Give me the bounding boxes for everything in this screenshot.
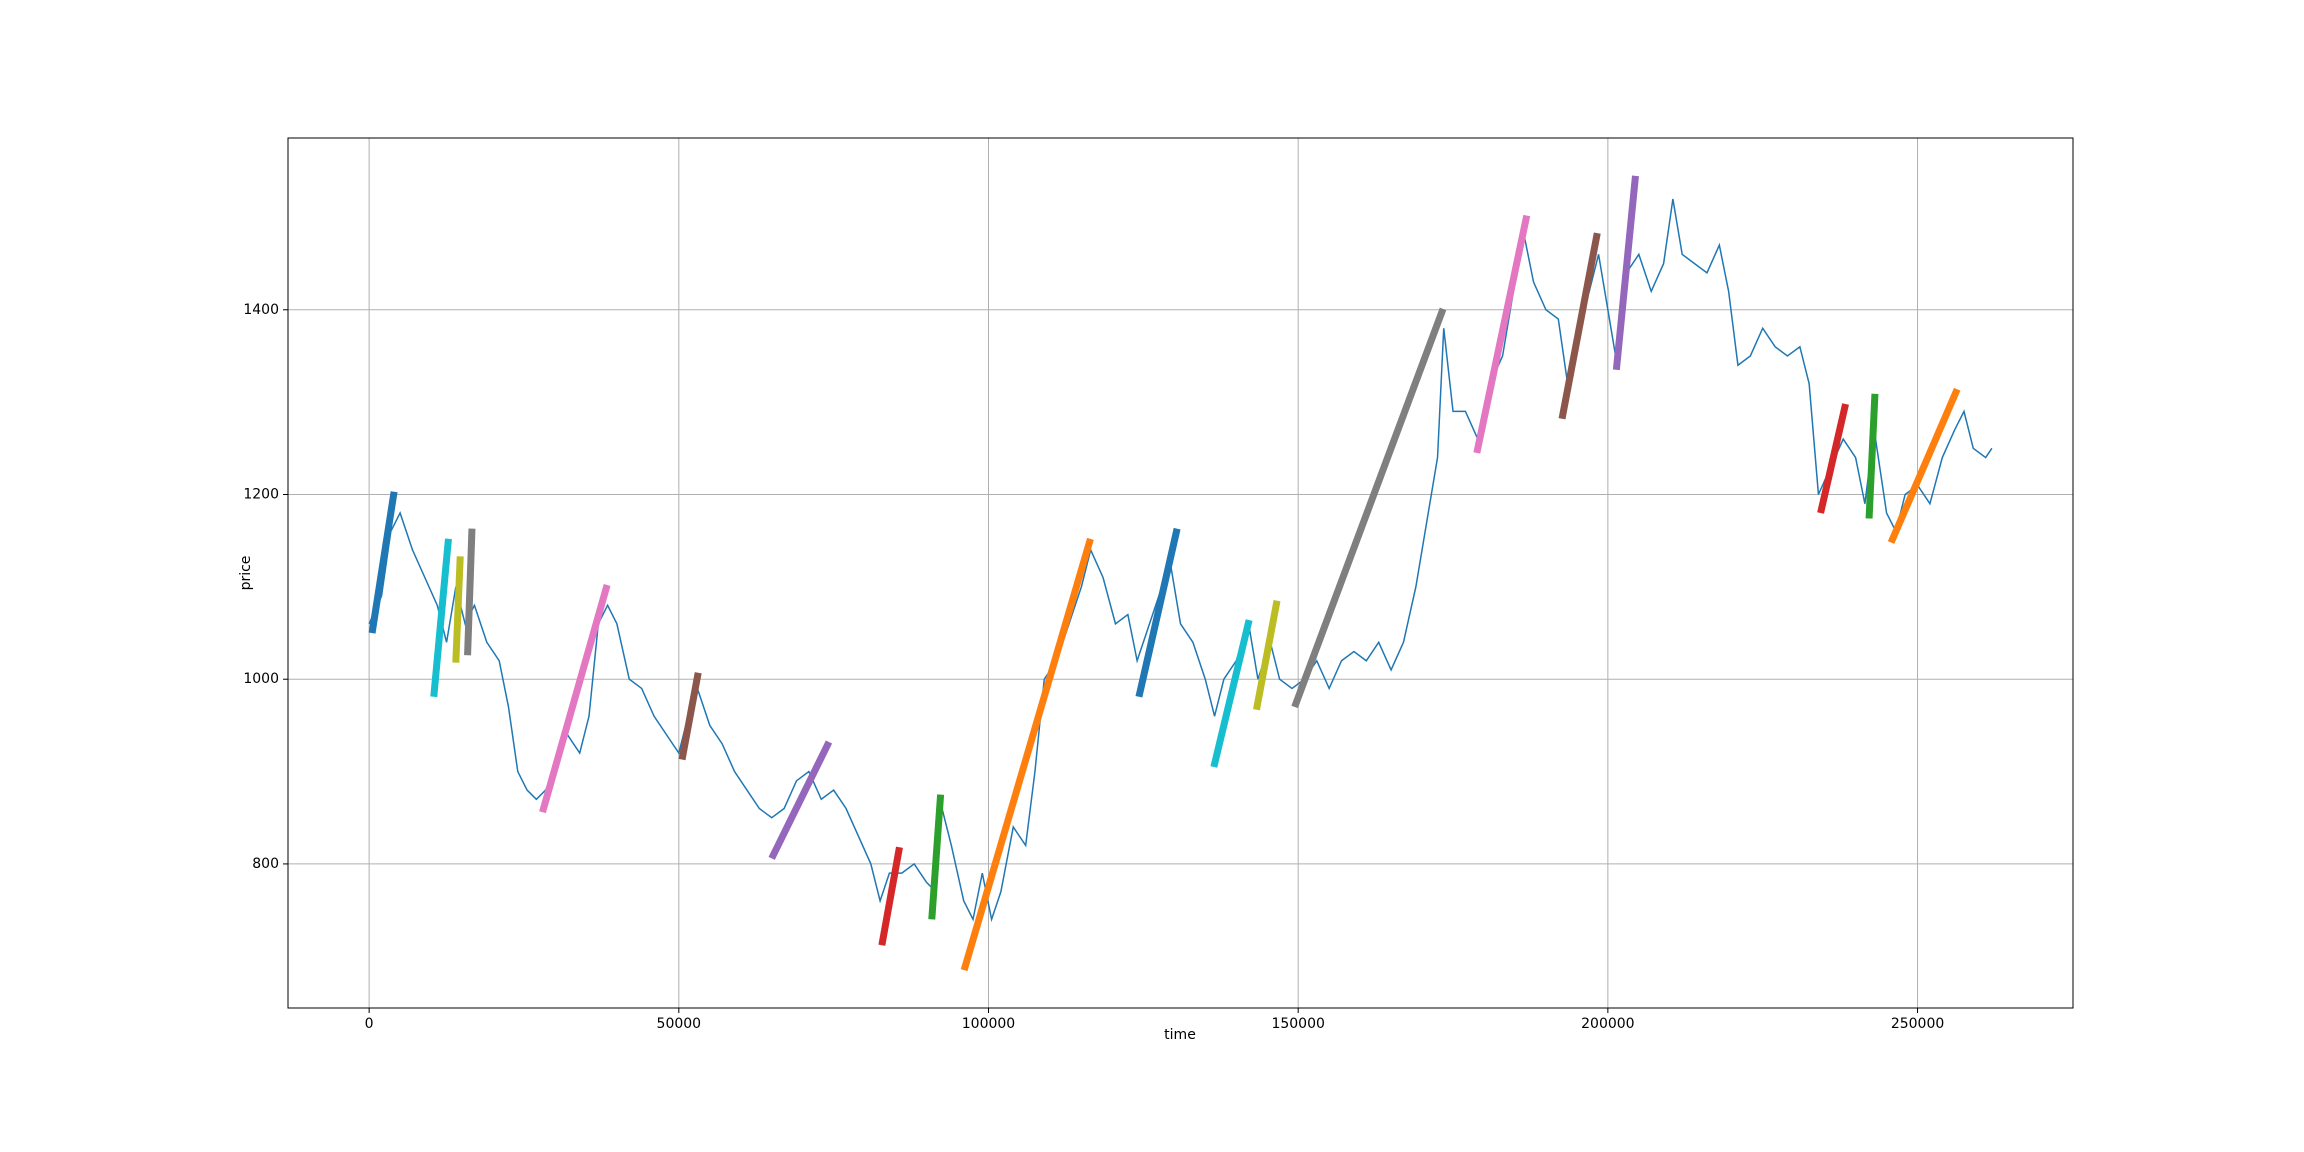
trend-segment <box>539 584 611 814</box>
x-tick-label: 0 <box>365 1016 374 1032</box>
trend-segment <box>1253 600 1281 711</box>
plot-frame <box>287 137 2074 1009</box>
y-tick-label: 800 <box>252 856 279 872</box>
x-tick-label: 250000 <box>1891 1016 1944 1032</box>
trend-segment <box>1473 214 1531 454</box>
trend-segment <box>1135 527 1181 698</box>
x-axis-label: time <box>1164 1027 1196 1043</box>
trend-segment <box>1210 619 1253 768</box>
trend-segment <box>368 491 398 634</box>
y-tick-label: 1200 <box>243 486 279 502</box>
trend-segment <box>1817 403 1849 514</box>
trend-segment <box>430 538 452 698</box>
trend-segment <box>678 672 702 761</box>
trend-segment <box>1558 232 1601 420</box>
trend-segment <box>452 556 464 663</box>
trend-segment <box>960 537 1094 972</box>
trend-segment <box>464 528 476 656</box>
trend-segment <box>928 794 945 920</box>
trend-segment <box>878 846 903 946</box>
y-tick-label: 1000 <box>243 671 279 687</box>
x-tick-label: 50000 <box>657 1016 702 1032</box>
x-tick-label: 200000 <box>1581 1016 1634 1032</box>
trend-segment <box>1612 175 1639 371</box>
trend-segment <box>1887 387 1961 544</box>
y-tick-label: 1400 <box>243 302 279 318</box>
trend-segment <box>1865 393 1879 519</box>
price-line <box>368 198 1993 923</box>
y-axis-label: price <box>238 556 254 591</box>
x-tick-label: 150000 <box>1271 1016 1324 1032</box>
x-tick-label: 100000 <box>962 1016 1015 1032</box>
trend-segment <box>768 740 833 860</box>
trend-segment <box>1291 307 1447 709</box>
